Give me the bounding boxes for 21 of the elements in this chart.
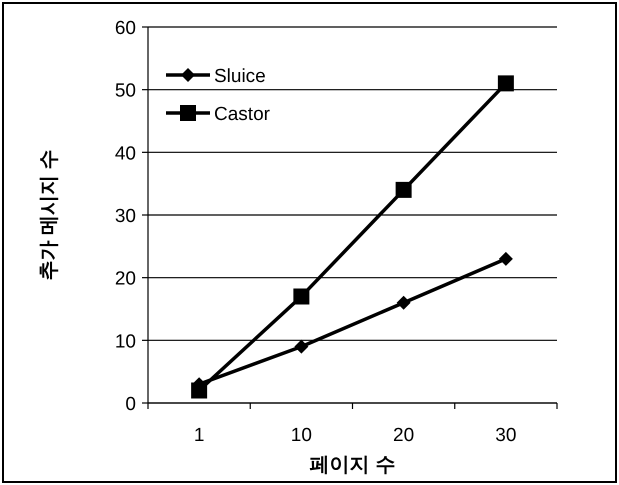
x-tick-label: 30 xyxy=(495,425,516,446)
point xyxy=(294,340,308,354)
legend-label: Sluice xyxy=(214,66,266,87)
y-tick-label: 10 xyxy=(114,331,136,352)
x-tick-label: 20 xyxy=(393,425,414,446)
y-axis-title: 추가 메시지 수 xyxy=(38,149,60,281)
x-tick-label: 10 xyxy=(290,425,312,446)
y-tick-label: 50 xyxy=(114,80,136,102)
legend-label: Castor xyxy=(214,104,271,125)
y-tick-label: 40 xyxy=(114,143,136,164)
y-tick-label: 60 xyxy=(114,18,136,39)
point xyxy=(293,288,310,304)
y-tick-label: 0 xyxy=(125,394,136,415)
x-tick-label: 1 xyxy=(194,425,204,446)
point xyxy=(498,75,514,92)
point xyxy=(498,252,513,266)
x-axis-title: 페이지 수 xyxy=(310,454,396,476)
y-tick-label: 20 xyxy=(114,268,136,290)
point xyxy=(396,182,412,198)
point xyxy=(396,296,411,310)
y-tick-label: 30 xyxy=(114,206,136,227)
